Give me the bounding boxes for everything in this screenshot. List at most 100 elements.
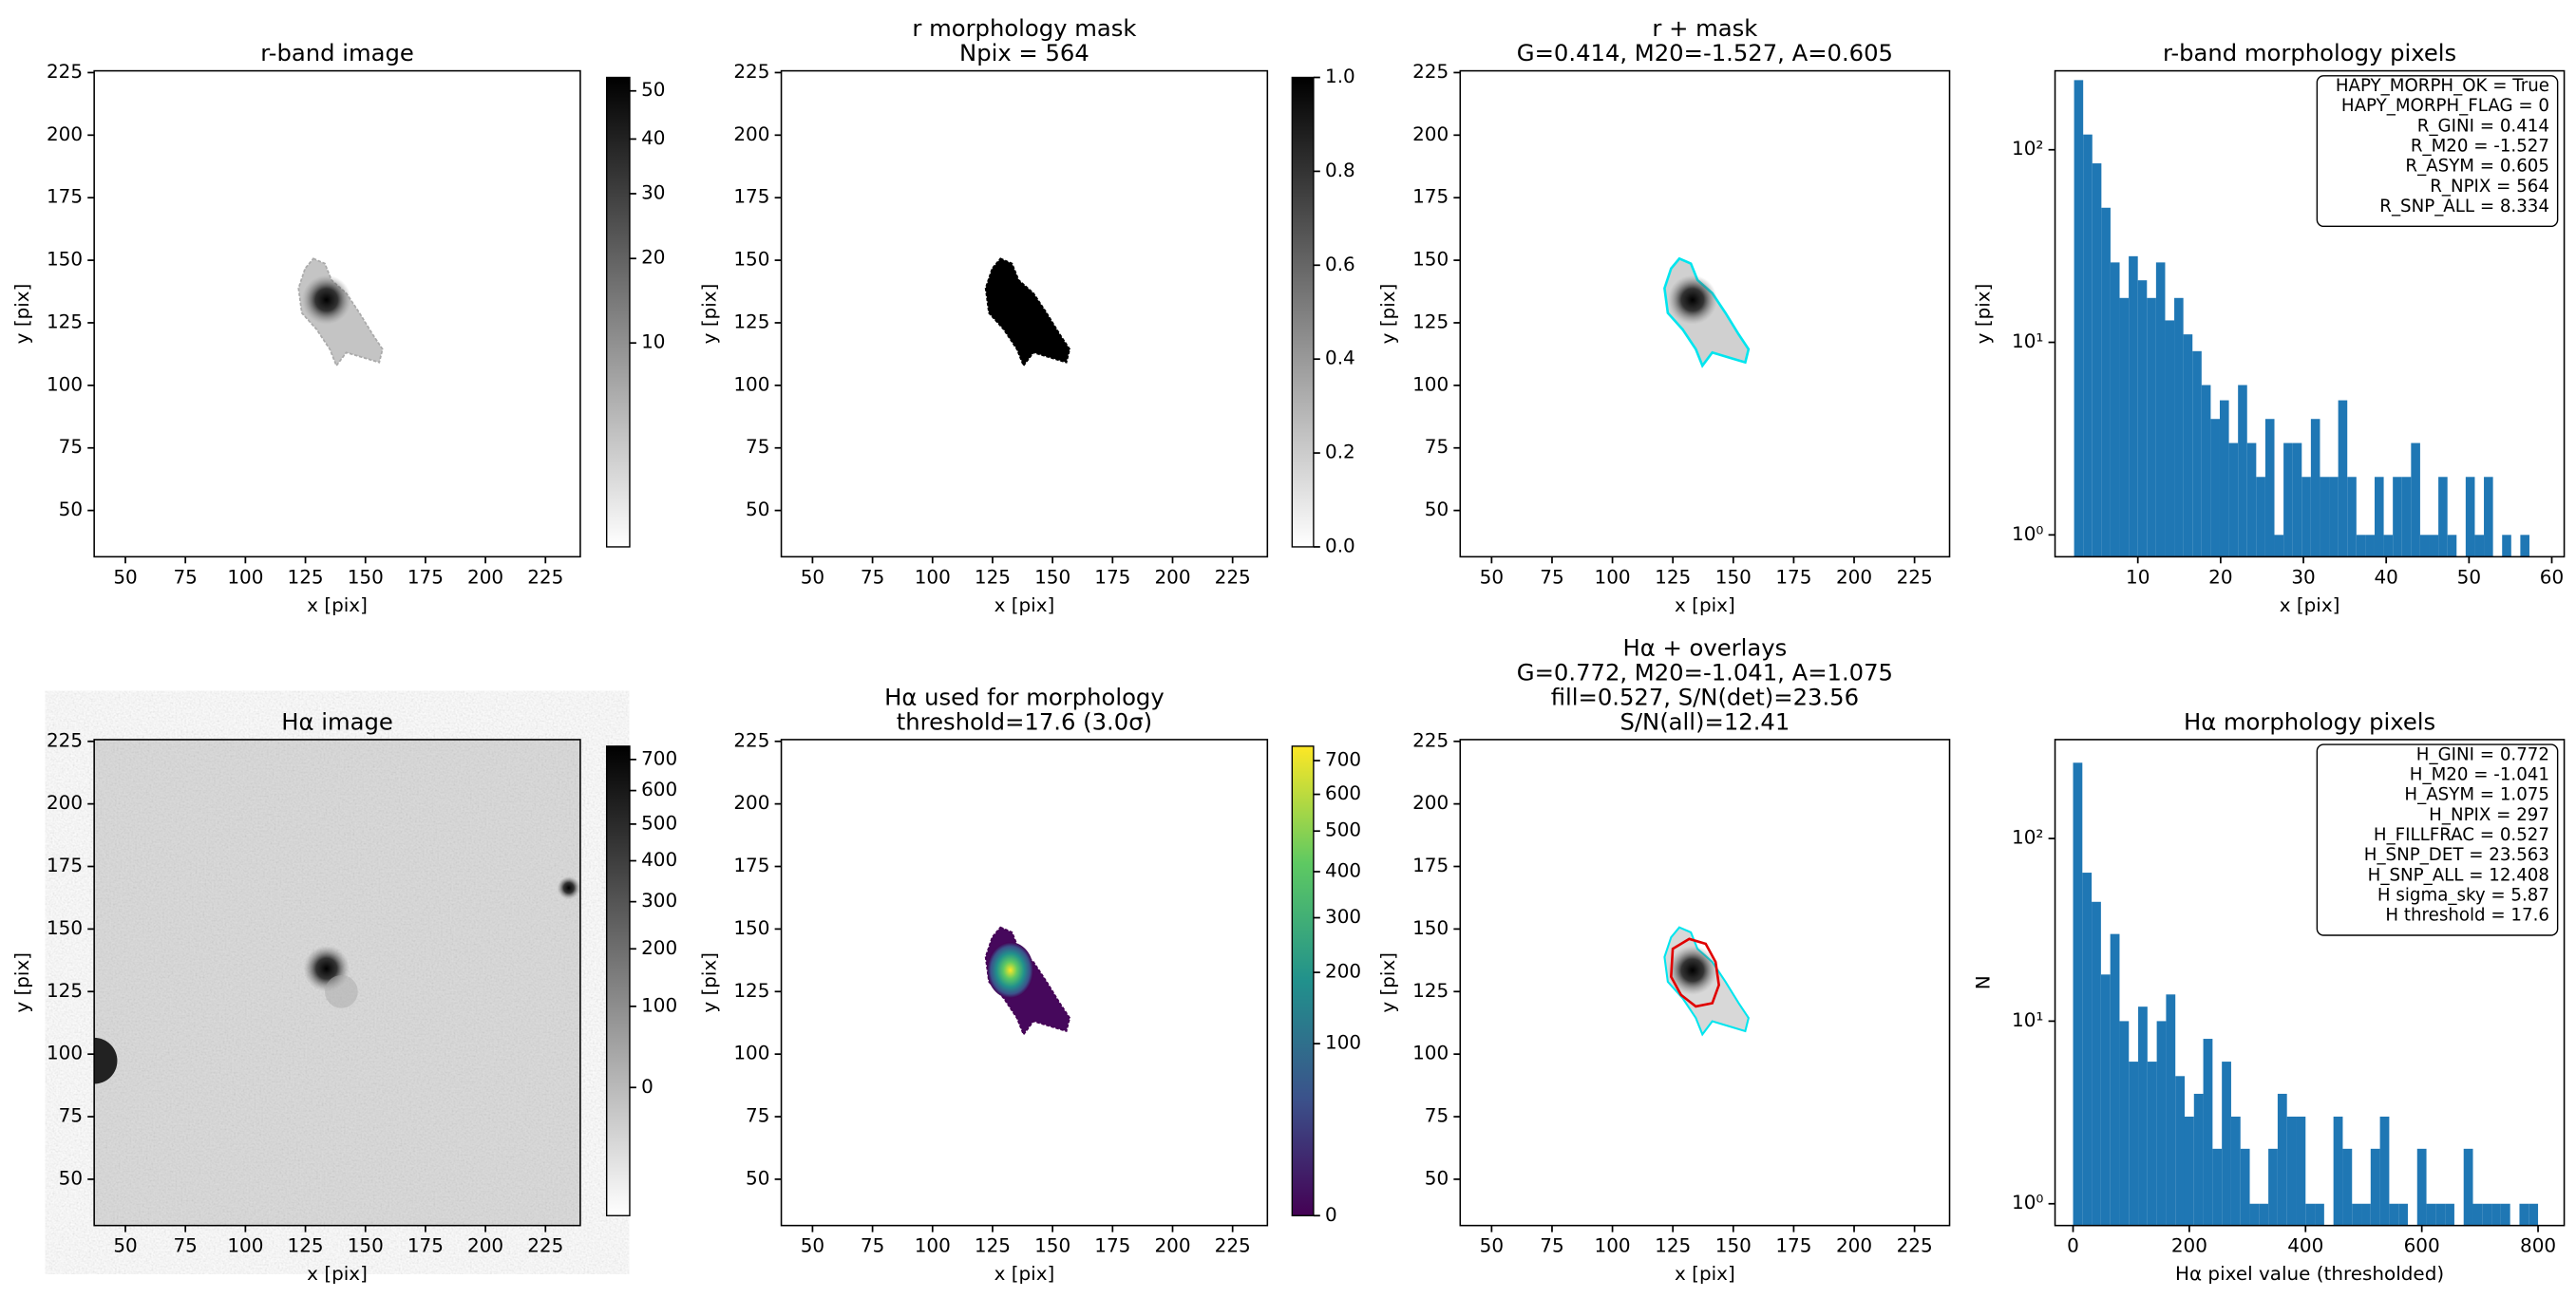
histogram-bar [2329, 477, 2339, 557]
histogram-bar [2419, 535, 2430, 557]
histogram-bar [2166, 994, 2176, 1226]
x-tick-label: 50 [113, 1234, 137, 1257]
x-tick-label: 150 [1715, 565, 1752, 588]
colorbar-tick-label: 200 [641, 936, 677, 959]
x-axis-label: x [pix] [994, 593, 1055, 616]
x-axis-label: x [pix] [994, 1262, 1055, 1285]
histogram-bar [2500, 1203, 2510, 1226]
y-tick-label: 50 [746, 1166, 769, 1189]
histogram-bar [2379, 1116, 2390, 1226]
histogram-bar [2137, 280, 2148, 557]
histogram-bar [2210, 419, 2220, 557]
histogram-bar [2277, 1093, 2287, 1226]
histogram-bar [2092, 901, 2101, 1226]
x-tick-label: 225 [527, 565, 563, 588]
histogram-bar [2435, 1203, 2446, 1226]
colorbar-tick-label: 30 [641, 180, 665, 203]
histogram-bar [2101, 207, 2111, 557]
colorbar-tick-label: 600 [1325, 781, 1361, 804]
y-tick-label: 225 [1412, 60, 1449, 83]
x-tick-label: 400 [2287, 1234, 2323, 1257]
annotation-line: H_SNP_ALL = 12.408 [2368, 865, 2549, 885]
x-axis-label: Hα pixel value (thresholded) [2175, 1262, 2444, 1285]
colorbar-tick-label: 700 [641, 746, 677, 769]
y-tick-label: 225 [47, 60, 83, 83]
histogram-bar [2438, 477, 2448, 557]
panel-title: r-band image [260, 39, 414, 66]
histogram-bar [2301, 477, 2311, 557]
x-tick-label: 150 [1034, 565, 1070, 588]
colorbar [605, 745, 631, 1216]
histogram-bar [2138, 1006, 2148, 1226]
x-tick-label: 75 [174, 565, 198, 588]
annotation-line: R_GINI = 0.414 [2417, 116, 2549, 136]
colorbar [605, 76, 631, 548]
histogram-bar [2183, 334, 2193, 557]
colorbar-tick-label: 400 [1325, 858, 1361, 881]
histogram-bar [2474, 535, 2485, 557]
annotation-line: H_GINI = 0.772 [2416, 744, 2549, 764]
colorbar-tick-label: 50 [641, 78, 665, 101]
y-tick-label: 10² [2012, 137, 2043, 160]
y-tick-label: 10⁰ [2012, 522, 2043, 545]
histogram-bar [2286, 1116, 2297, 1226]
y-tick-label: 100 [733, 1042, 769, 1064]
y-tick-label: 125 [733, 310, 769, 332]
x-tick-label: 0 [2067, 1234, 2079, 1257]
annotation-line: HAPY_MORPH_OK = True [2336, 76, 2549, 96]
histogram-bar [2165, 320, 2175, 557]
colorbar-tick-label: 0 [641, 1075, 653, 1098]
annotation-line: HAPY_MORPH_FLAG = 0 [2341, 96, 2549, 116]
histogram-bar [2259, 1203, 2269, 1226]
histogram-bar [2502, 535, 2511, 557]
x-tick-label: 50 [1480, 565, 1504, 588]
x-tick-label: 20 [2208, 565, 2232, 588]
y-tick-label: 50 [59, 1166, 83, 1189]
colorbar-tick-label: 500 [641, 811, 677, 834]
y-tick-label: 150 [733, 248, 769, 271]
x-tick-label: 175 [407, 1234, 444, 1257]
y-tick-label: 125 [1412, 979, 1449, 1002]
y-tick-label: 200 [733, 122, 769, 145]
colorbar-tick-label: 700 [1325, 748, 1361, 771]
histogram-bar [2238, 385, 2247, 557]
histogram-bar [2347, 477, 2357, 557]
x-tick-label: 200 [1836, 1234, 1872, 1257]
histogram-bar [2529, 1203, 2539, 1226]
histogram-bar [2283, 442, 2293, 557]
histogram-bar [2292, 442, 2302, 557]
y-tick-label: 150 [733, 916, 769, 939]
colorbar-tick-label: 500 [1325, 818, 1361, 841]
x-tick-label: 40 [2374, 565, 2397, 588]
x-tick-label: 200 [1154, 565, 1190, 588]
mask-image [984, 257, 1071, 367]
histogram-bar [2356, 535, 2366, 557]
panel-title: G=0.414, M20=-1.527, A=0.605 [1517, 39, 1893, 66]
histogram-bar [2110, 262, 2120, 557]
histogram-bar [2073, 762, 2083, 1226]
histogram-bar [2212, 1148, 2223, 1226]
x-tick-label: 800 [2520, 1234, 2556, 1257]
colorbar-tick-label: 0.0 [1325, 534, 1355, 556]
y-tick-label: 225 [733, 60, 769, 83]
y-tick-label: 10² [2012, 826, 2043, 849]
y-tick-label: 200 [1412, 122, 1449, 145]
x-axis-label: x [pix] [1675, 1262, 1735, 1285]
histogram-bar [2352, 1203, 2362, 1226]
histogram-bar [2342, 1148, 2353, 1226]
histogram-bar [2411, 442, 2420, 557]
y-tick-label: 75 [1425, 435, 1449, 458]
histogram-bar [2119, 297, 2130, 557]
panel-title: Hα morphology pixels [2184, 708, 2435, 736]
histogram-bar [2305, 1203, 2316, 1226]
y-tick-label: 225 [1412, 728, 1449, 751]
colorbar-tick-label: 300 [641, 889, 677, 912]
histogram-bar [2222, 1062, 2231, 1226]
histogram-bar [2156, 1021, 2167, 1226]
y-tick-label: 100 [1412, 372, 1449, 395]
y-axis-label: y [pix] [10, 284, 33, 345]
colorbar-tick-label: 200 [1325, 960, 1361, 983]
panel-title: Hα used for morphology [884, 684, 1165, 711]
histogram-bar [2129, 1062, 2139, 1226]
y-tick-label: 150 [1412, 916, 1449, 939]
